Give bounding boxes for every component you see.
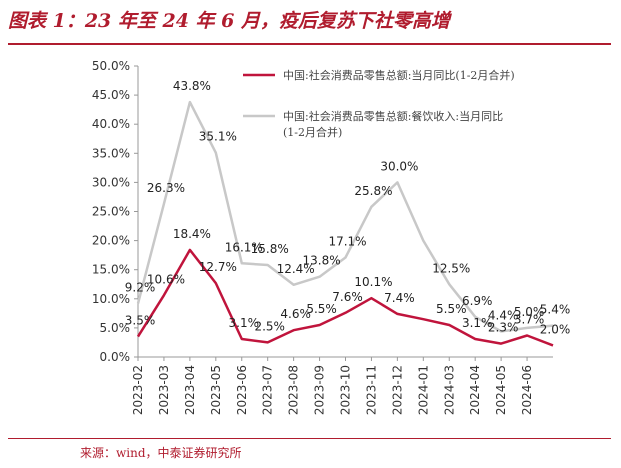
data-label: 4.6% — [280, 307, 311, 321]
y-tick-label: 40.0% — [92, 117, 130, 131]
data-label: 18.4% — [173, 227, 211, 241]
data-label: 30.0% — [380, 159, 418, 173]
x-tick-label: 2023-09 — [313, 365, 327, 415]
source-note: 来源：wind，中泰证券研究所 — [80, 446, 242, 460]
data-label: 3.5% — [125, 314, 156, 328]
data-label: 13.8% — [303, 254, 341, 268]
y-tick-label: 0.0% — [100, 350, 131, 364]
series-line-catering — [136, 100, 554, 333]
data-label: 2.0% — [540, 322, 571, 336]
data-label: 10.1% — [354, 275, 392, 289]
data-labels: 3.5%10.6%18.4%12.7%3.1%2.5%4.6%5.5%7.6%1… — [125, 79, 571, 336]
series-retail — [136, 248, 554, 347]
data-label: 2.3% — [488, 321, 519, 335]
x-tick-label: 2023-10 — [339, 365, 353, 415]
data-label: 43.8% — [173, 79, 211, 93]
series-catering — [136, 100, 554, 333]
data-label: 5.5% — [436, 302, 467, 316]
data-label: 3.1% — [462, 316, 493, 330]
legend-label-retail: 中国:社会消费品零售总额:当月同比(1-2月合并) — [283, 68, 515, 82]
data-label: 4.4% — [488, 308, 519, 322]
y-tick-label: 5.0% — [100, 321, 131, 335]
x-tick-label: 2024-06 — [520, 365, 534, 415]
data-label: 17.1% — [328, 234, 366, 248]
y-tick-label: 10.0% — [92, 292, 130, 306]
data-label: 3.7% — [514, 312, 545, 326]
data-label: 12.7% — [199, 260, 237, 274]
data-label: 15.8% — [251, 242, 289, 256]
y-tick-label: 30.0% — [92, 175, 130, 189]
y-tick-label: 25.0% — [92, 205, 130, 219]
data-label: 35.1% — [199, 130, 237, 144]
footer-divider — [8, 438, 611, 439]
y-tick-label: 20.0% — [92, 234, 130, 248]
data-label: 9.2% — [125, 280, 156, 294]
y-tick-label: 35.0% — [92, 146, 130, 160]
data-label: 6.9% — [462, 294, 493, 308]
x-tick-label: 2023-11 — [364, 365, 378, 415]
x-tick-label: 2024-04 — [468, 365, 482, 415]
x-tick-label: 2024-01 — [416, 365, 430, 415]
x-tick-label: 2024-03 — [442, 365, 456, 415]
data-label: 12.4% — [277, 262, 315, 276]
legend: 中国:社会消费品零售总额:当月同比(1-2月合并) 中国:社会消费品零售总额:餐饮… — [243, 68, 515, 139]
x-tick-label: 2023-04 — [183, 365, 197, 415]
y-tick-label: 15.0% — [92, 263, 130, 277]
x-tick-label: 2023-06 — [235, 365, 249, 415]
data-label: 25.8% — [354, 184, 392, 198]
y-tick-label: 45.0% — [92, 88, 130, 102]
line-chart: 0.0% 5.0% 10.0% 15.0% 20.0% 25.0% 30.0% 35.0% 40… — [92, 59, 571, 415]
legend-label-catering: (1-2月合并) — [283, 125, 342, 139]
chart-title: 图表 1：23 年至 24 年 6 月，疫后复苏下社零高增 — [8, 10, 451, 32]
data-label: 26.3% — [147, 181, 185, 195]
data-label: 12.5% — [432, 261, 470, 275]
y-tick-label: 50.0% — [92, 59, 130, 73]
x-tick-label: 2023-03 — [157, 365, 171, 415]
x-tick-label: 2023-07 — [261, 365, 275, 415]
data-label: 2.5% — [254, 319, 285, 333]
data-label: 5.5% — [306, 302, 337, 316]
data-label: 7.4% — [384, 291, 415, 305]
data-label: 5.0% — [514, 305, 545, 319]
data-label: 3.1% — [229, 316, 260, 330]
x-tick-label: 2023-02 — [131, 365, 145, 415]
x-tick-label: 2023-05 — [209, 365, 223, 415]
data-label: 16.1% — [225, 240, 263, 254]
data-label: 10.6% — [147, 272, 185, 286]
x-tick-label: 2023-12 — [390, 365, 404, 415]
data-label: 5.4% — [540, 303, 571, 317]
title-divider — [8, 43, 611, 45]
legend-label-catering: 中国:社会消费品零售总额:餐饮收入:当月同比 — [283, 109, 503, 123]
x-tick-label: 2024-05 — [494, 365, 508, 415]
data-label: 7.6% — [332, 290, 363, 304]
axes: 0.0% 5.0% 10.0% 15.0% 20.0% 25.0% 30.0% 35.0% 40… — [92, 59, 553, 415]
series-line-retail — [136, 248, 554, 347]
x-tick-label: 2023-08 — [287, 365, 301, 415]
